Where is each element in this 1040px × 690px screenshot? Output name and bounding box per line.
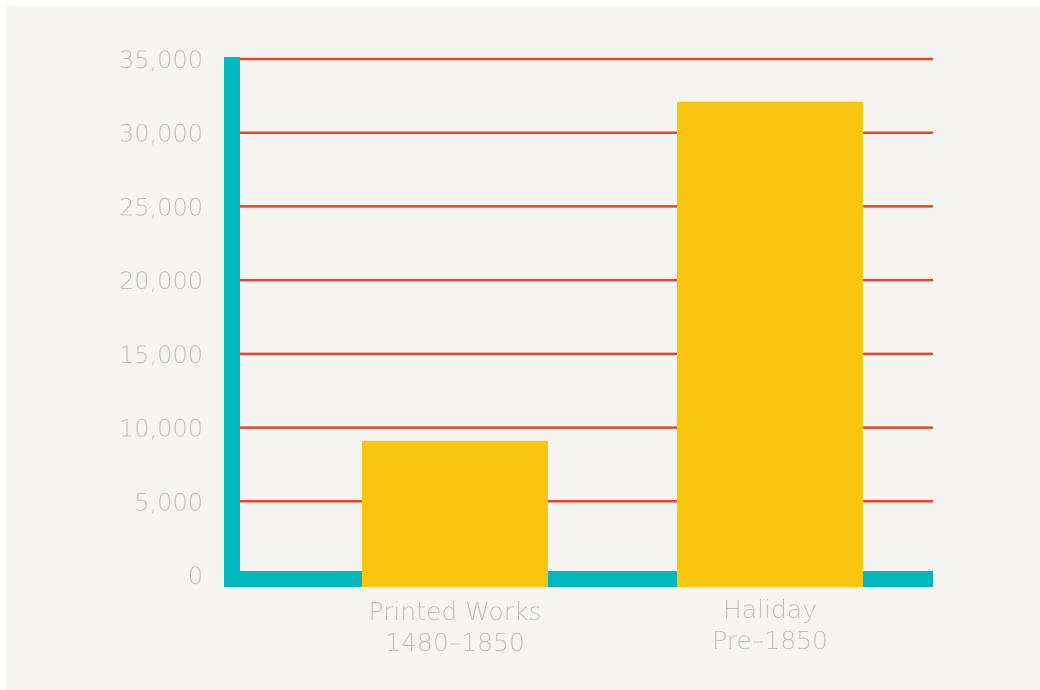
y-tick-label: 10,000 bbox=[119, 415, 203, 443]
gridlines bbox=[224, 57, 933, 503]
y-tick-label: 30,000 bbox=[119, 120, 203, 148]
y-tick-labels: 0 5,000 10,000 15,000 20,000 25,000 30,000 35,0… bbox=[119, 46, 203, 590]
bar bbox=[677, 101, 863, 588]
y-tick-label: 35,000 bbox=[119, 46, 203, 74]
bar-chart: 0 5,000 10,000 15,000 20,000 25,000 30,000 35,0… bbox=[119, 46, 933, 657]
x-category-label: Printed Works bbox=[368, 597, 541, 626]
bar bbox=[362, 440, 548, 587]
y-tick-label: 20,000 bbox=[119, 267, 203, 295]
bars bbox=[362, 101, 863, 588]
x-category-sublabel: Pre–1850 bbox=[712, 626, 828, 655]
x-category-sublabel: 1480–1850 bbox=[385, 628, 525, 657]
y-tick-label: 0 bbox=[188, 562, 203, 590]
y-axis-line bbox=[224, 57, 240, 587]
x-category-label: Haliday bbox=[723, 595, 817, 624]
y-tick-label: 25,000 bbox=[119, 193, 203, 221]
chart-card: 0 5,000 10,000 15,000 20,000 25,000 30,000 35,0… bbox=[6, 6, 1040, 690]
y-tick-label: 5,000 bbox=[134, 488, 203, 516]
y-tick-label: 15,000 bbox=[119, 341, 203, 369]
